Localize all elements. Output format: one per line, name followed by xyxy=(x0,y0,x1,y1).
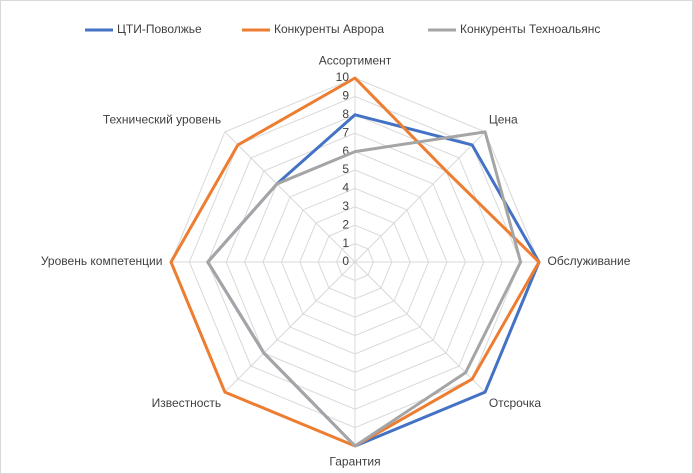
legend-label: Конкуренты Техноальянс xyxy=(460,22,600,36)
r-tick-label: 5 xyxy=(342,162,349,176)
category-label: Обслуживание xyxy=(548,254,631,268)
r-tick-label: 8 xyxy=(342,107,349,121)
legend-label: Конкуренты Аврора xyxy=(274,22,384,36)
r-tick-label: 6 xyxy=(342,144,349,158)
category-label: Ассортимент xyxy=(319,54,392,68)
legend-label: ЦТИ-Поволжье xyxy=(117,22,202,36)
axis-line xyxy=(224,261,356,393)
series-line xyxy=(206,130,523,448)
r-tick-label: 0 xyxy=(342,254,349,268)
r-tick-label: 2 xyxy=(342,217,349,231)
r-tick-label: 9 xyxy=(342,89,349,103)
axis-line xyxy=(354,131,486,263)
r-tick-label: 1 xyxy=(342,236,349,250)
r-tick-label: 4 xyxy=(342,181,349,195)
r-tick-label: 10 xyxy=(336,70,350,84)
category-label: Известность xyxy=(152,396,222,410)
r-tick-label: 7 xyxy=(342,125,349,139)
axis-line xyxy=(354,261,486,393)
category-label: Уровень компетенции xyxy=(41,254,163,268)
r-tick-label: 3 xyxy=(342,199,349,213)
axis-line xyxy=(224,131,356,263)
category-label: Цена xyxy=(489,112,518,126)
category-label: Отсрочка xyxy=(489,396,542,410)
category-label: Технический уровень xyxy=(103,112,221,126)
category-label: Гарантия xyxy=(329,455,380,469)
